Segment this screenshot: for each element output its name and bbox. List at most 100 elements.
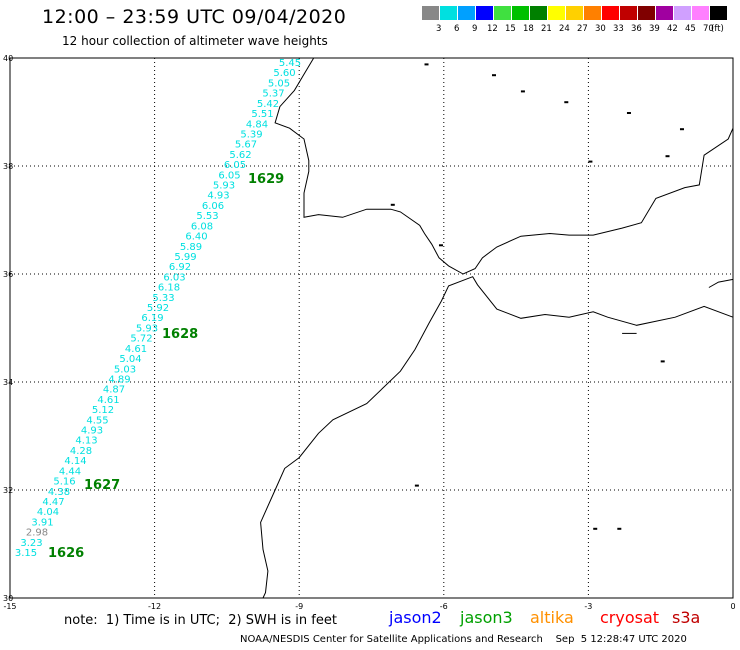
x-tick-label: -15 (3, 602, 16, 611)
wave-height-label: 5.39 (240, 130, 262, 141)
wave-height-label: 3.91 (31, 517, 53, 528)
legend-swatch (476, 6, 493, 20)
wave-height-label: 5.42 (257, 99, 279, 110)
legend-label: 24 (559, 24, 570, 34)
wave-height-label: 4.89 (108, 375, 130, 386)
wave-height-label: 4.84 (246, 119, 268, 130)
wave-height-label: 5.67 (235, 140, 257, 151)
color-legend: 3 6 9 12 15 18 21 24 27 30 33 36 39 42 45 70 (ft) (422, 6, 734, 34)
wave-height-label: 6.06 (202, 201, 224, 212)
wave-height-label: 5.33 (152, 293, 174, 304)
legend-label: 21 (541, 24, 552, 34)
wave-height-label: 5.72 (130, 334, 152, 345)
y-tick-label: 38 (3, 162, 13, 171)
wave-height-label: 4.38 (48, 487, 70, 498)
wave-height-label: 5.37 (262, 89, 284, 100)
legend-swatch (674, 6, 691, 20)
legend-swatch (422, 6, 439, 20)
legend-swatch (584, 6, 601, 20)
wave-height-label: 5.05 (268, 78, 290, 89)
wave-height-label: 5.04 (119, 354, 141, 365)
legend-label: 18 (523, 24, 534, 34)
legend-label: 45 (685, 24, 696, 34)
coastline-segment (708, 278, 734, 288)
inland-water-speck (492, 74, 496, 77)
legend-label: 30 (595, 24, 606, 34)
satellite-name-cryosat: cryosat (600, 608, 660, 627)
y-tick-label: 36 (3, 270, 13, 279)
inland-water-speck (438, 244, 443, 247)
legend-swatch (494, 6, 511, 20)
credit-line: NOAA/NESDIS Center for Satellite Applica… (240, 634, 687, 645)
y-tick-label: 34 (3, 378, 13, 387)
satellite-name-s3a: s3a (672, 608, 701, 627)
inland-water-speck (679, 128, 684, 131)
wave-height-label: 5.16 (53, 477, 75, 488)
inland-water-speck (424, 63, 429, 66)
legend-swatch (458, 6, 475, 20)
inland-water-speck (593, 527, 598, 530)
x-tick-label: -9 (295, 602, 303, 611)
axis-ticks: -15 -12 -9 -6 -3 0 40 38 36 34 32 30 (3, 54, 736, 611)
wave-height-label: 6.40 (185, 232, 207, 243)
coastline-segment (260, 276, 734, 599)
legend-swatch (602, 6, 619, 20)
wave-height-label: 6.92 (169, 262, 191, 273)
legend-swatch (530, 6, 547, 20)
wave-height-label: 2.98 (26, 528, 48, 539)
legend-swatch (548, 6, 565, 20)
legend-label: 15 (505, 24, 516, 34)
legend-label: 36 (631, 24, 642, 34)
wave-height-label: 5.53 (196, 211, 218, 222)
map-gridlines (10, 58, 733, 598)
y-tick-label: 30 (3, 594, 13, 603)
pass-number-label: 1629 (248, 172, 284, 187)
wave-height-label: 5.45 (279, 58, 301, 69)
legend-swatch (638, 6, 655, 20)
satellite-track: 5.455.605.055.375.425.514.845.395.675.62… (15, 58, 301, 561)
wave-height-label: 5.12 (92, 405, 114, 416)
wave-height-label: 6.08 (191, 221, 213, 232)
wave-height-label: 5.62 (229, 150, 251, 161)
wave-height-label: 5.03 (114, 364, 136, 375)
map-border (9, 57, 734, 599)
page-title: 12:00 – 23:59 UTC 09/04/2020 (42, 6, 347, 28)
legend-swatch (710, 6, 727, 20)
legend-label: 33 (613, 24, 624, 34)
satellite-name-altika: altika (530, 608, 574, 627)
wave-height-label: 6.05 (218, 170, 240, 181)
coastline (260, 57, 734, 599)
satellite-name-jason3: jason3 (460, 608, 513, 627)
legend-label: 27 (577, 24, 588, 34)
wave-height-label: 4.87 (103, 385, 125, 396)
wave-height-label: 5.92 (147, 303, 169, 314)
wave-height-label: 4.93 (207, 191, 229, 202)
wave-height-label: 6.18 (158, 283, 180, 294)
wave-height-label: 4.04 (37, 507, 59, 518)
inland-water-speck (626, 112, 631, 114)
x-tick-label: -3 (584, 602, 592, 611)
pass-number-label: 1627 (84, 478, 120, 493)
wave-height-label: 5.51 (251, 109, 273, 120)
inland-water-speck (665, 155, 670, 158)
legend-swatch (566, 6, 583, 20)
wave-height-label: 4.47 (42, 497, 64, 508)
legend-swatch (512, 6, 529, 20)
wave-height-label: 4.55 (86, 415, 108, 426)
legend-unit: (ft) (711, 24, 724, 34)
footer-note: note: 1) Time is in UTC; 2) SWH is in fe… (64, 613, 337, 628)
legend-label: 3 (436, 24, 442, 34)
wave-height-label: 4.93 (81, 426, 103, 437)
inland-water-speck (390, 203, 395, 206)
x-tick-label: 0 (730, 602, 735, 611)
wave-height-label: 4.61 (125, 344, 147, 355)
legend-label: 39 (649, 24, 660, 34)
wave-height-label: 5.93 (136, 323, 158, 334)
legend-swatch (620, 6, 637, 20)
wave-height-label: 4.28 (70, 446, 92, 457)
inland-water-speck (520, 90, 525, 93)
x-tick-label: -6 (440, 602, 448, 611)
wave-height-label: 5.60 (273, 68, 295, 79)
inland-water-speck (588, 160, 593, 163)
